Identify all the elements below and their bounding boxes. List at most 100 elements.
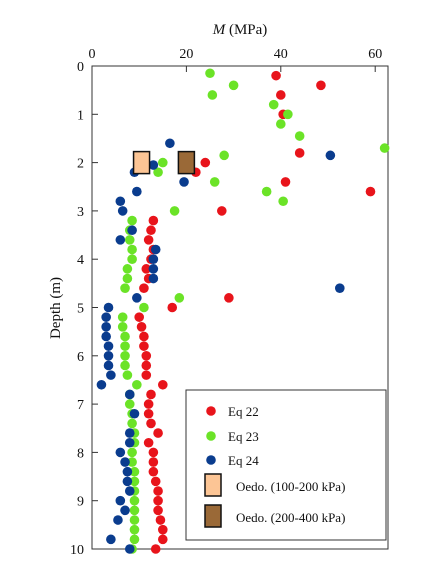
data-point [129,515,140,525]
data-point [153,428,163,438]
data-point [148,273,159,284]
data-point [132,186,142,197]
data-point [280,177,291,187]
data-point [115,495,126,506]
data-point [158,534,168,545]
data-point [129,534,140,545]
data-point [120,457,130,467]
data-point [143,399,154,409]
data-point [101,331,111,342]
data-point-square [177,150,196,175]
x-tick-label: 0 [89,47,96,62]
data-point [224,293,234,303]
data-point [219,150,229,161]
data-point [124,389,135,400]
data-point [117,312,128,322]
data-point [271,70,281,81]
data-point [127,418,137,429]
data-point [124,428,135,438]
data-point [139,341,149,351]
data-point [129,408,140,419]
data-point [103,302,114,313]
data-point [129,495,140,506]
y-tick-label: 7 [77,398,84,413]
data-point [141,351,152,361]
data-point [141,360,152,371]
data-point [122,466,133,477]
data-point [169,206,180,216]
x-axis-title-symbol: M [212,22,227,38]
data-point [155,515,166,525]
data-point [146,225,156,236]
data-point [96,379,107,390]
y-tick-label: 4 [77,253,84,268]
legend-marker [206,431,216,441]
data-point [120,351,130,361]
data-point [153,167,163,178]
data-point [167,302,178,313]
data-point [217,206,227,216]
data-point [127,457,137,467]
data-point [124,486,135,496]
data-point [120,331,130,342]
data-point [150,476,161,487]
data-point [129,505,140,516]
x-axis-ticks: 0 20 40 60 [89,47,382,72]
data-point [113,515,123,525]
x-tick-label: 60 [368,47,382,62]
data-point [103,341,114,351]
data-point [153,495,163,506]
data-point-square [132,150,151,175]
data-point [143,235,154,245]
y-tick-label: 1 [77,108,84,123]
data-point [158,524,168,535]
data-point [117,206,128,216]
data-point [122,476,133,487]
data-point [283,109,293,120]
data-point [228,80,239,91]
data-point [127,254,137,264]
data-point [148,466,159,477]
data-point [134,312,144,322]
data-point [139,302,149,313]
data-point [276,119,286,129]
data-point [365,186,376,197]
y-tick-label: 8 [77,446,84,461]
y-tick-label: 9 [77,495,84,510]
data-point [148,160,159,170]
data-point [200,157,211,168]
legend-label: Oedo. (200-400 kPa) [236,510,345,525]
data-point [115,196,126,207]
y-axis-title: Depth (m) [48,277,64,339]
data-point [129,476,140,487]
y-tick-label: 2 [77,157,84,172]
x-tick-label: 20 [179,47,193,62]
data-point [117,322,128,332]
legend-label: Eq 23 [228,429,259,444]
legend-marker [206,406,216,416]
data-point [174,293,185,303]
data-point [122,370,133,380]
data-point [150,544,161,554]
data-point [294,131,305,141]
data-point [143,408,154,419]
legend: Eq 22 Eq 23 Eq 24 Oedo. (100-200 kPa) Oedo. … [204,404,345,528]
data-point [129,524,140,535]
data-point [158,379,168,390]
legend-label: Oedo. (100-200 kPa) [236,479,345,494]
data-point [205,68,215,79]
data-point [148,264,159,274]
data-point [148,215,159,226]
data-point [120,505,130,516]
y-tick-label: 5 [77,302,84,317]
y-axis-ticks: 0 1 2 3 4 5 6 7 8 9 10 [70,60,98,558]
data-point [115,447,126,458]
data-point [122,273,133,284]
data-point [106,534,116,545]
data-point [124,235,135,245]
data-point [316,80,326,91]
data-point [294,148,305,158]
legend-marker [206,455,216,465]
data-point [115,235,126,245]
